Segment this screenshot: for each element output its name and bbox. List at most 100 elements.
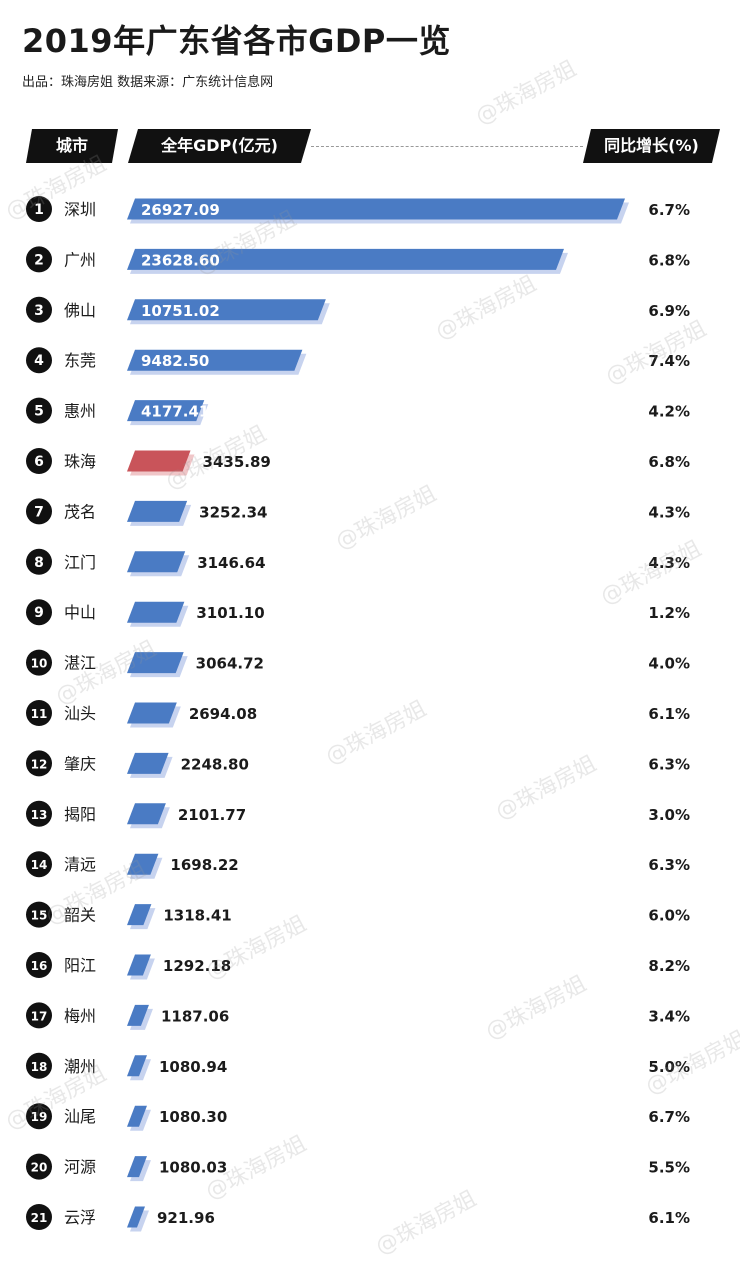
growth-value-label: 6.8% [648, 453, 690, 471]
chart-row: 10 湛江 3064.72 4.0% [26, 649, 690, 678]
gdp-bar [127, 954, 151, 976]
rank-badge [26, 851, 52, 878]
city-label: 汕尾 [64, 1107, 96, 1126]
chart-row: 1 深圳 26927.09 6.7% [26, 196, 690, 224]
growth-value-label: 6.3% [648, 755, 690, 773]
gdp-value-label: 2248.80 [181, 755, 249, 773]
chart-row: 15 韶关 1318.41 6.0% [26, 901, 690, 930]
city-label: 广州 [64, 250, 96, 269]
gdp-value-label: 1698.22 [170, 856, 238, 874]
rank-number: 3 [34, 303, 44, 319]
rank-badge [26, 1153, 52, 1180]
growth-value-label: 6.3% [648, 856, 690, 874]
chart-row: 2 广州 23628.60 6.8% [26, 246, 690, 274]
chart-row: 11 汕头 2694.08 6.1% [26, 700, 690, 728]
chart-row: 3 佛山 10751.02 6.9% [26, 296, 690, 325]
rank-number: 13 [31, 808, 48, 822]
gdp-value-label: 10751.02 [141, 302, 220, 320]
column-header-growth: 同比增长(%) [583, 129, 720, 163]
gdp-bar [127, 853, 159, 875]
gdp-bar [127, 299, 326, 321]
gdp-value-label: 1292.18 [163, 957, 231, 975]
rank-badge [26, 196, 52, 222]
city-label: 清远 [64, 855, 96, 874]
city-label: 珠海 [64, 452, 96, 471]
city-label: 中山 [64, 603, 96, 622]
city-label: 阳江 [64, 956, 96, 975]
rank-badge [26, 347, 52, 374]
rank-badge [26, 750, 52, 777]
growth-value-label: 4.3% [648, 503, 690, 521]
growth-value-label: 4.2% [648, 403, 690, 421]
gdp-bar [127, 1105, 147, 1127]
rank-number: 2 [34, 252, 44, 268]
rank-number: 5 [34, 404, 44, 420]
gdp-value-label: 4177.41 [141, 403, 209, 421]
rank-badge [26, 498, 52, 525]
rank-badge [26, 296, 52, 323]
rank-number: 8 [34, 555, 44, 571]
chart-row: 7 茂名 3252.34 4.3% [26, 498, 690, 526]
chart-title: 2019年广东省各市GDP一览 [22, 22, 451, 60]
header-dashed-divider [311, 146, 583, 147]
chart-row: 9 中山 3101.10 1.2% [26, 599, 690, 627]
growth-value-label: 7.4% [648, 352, 690, 370]
gdp-value-label: 2101.77 [178, 806, 246, 824]
rank-badge [26, 1103, 52, 1130]
rank-badge [26, 448, 52, 474]
gdp-value-label: 1187.06 [161, 1007, 229, 1025]
rank-badge [26, 649, 52, 676]
growth-value-label: 4.0% [648, 655, 690, 673]
city-label: 河源 [64, 1158, 96, 1177]
rank-number: 21 [31, 1211, 48, 1225]
city-label: 东莞 [64, 351, 96, 370]
rank-number: 18 [31, 1060, 48, 1074]
chart-row: 19 汕尾 1080.30 6.7% [26, 1103, 690, 1131]
gdp-bar [127, 198, 625, 220]
chart-row: 18 潮州 1080.94 5.0% [26, 1052, 690, 1081]
gdp-value-label: 26927.09 [141, 201, 220, 219]
gdp-bar [127, 1055, 147, 1077]
gdp-bar [127, 702, 177, 724]
gdp-bar [127, 551, 186, 573]
city-label: 惠州 [64, 402, 96, 421]
growth-value-label: 6.1% [648, 705, 690, 723]
chart-row: 17 梅州 1187.06 3.4% [26, 1002, 690, 1030]
chart-row: 12 肇庆 2248.80 6.3% [26, 750, 690, 778]
gdp-bar [127, 500, 188, 522]
gdp-bar [127, 803, 166, 825]
city-label: 佛山 [64, 301, 96, 320]
city-label: 韶关 [64, 906, 96, 925]
gdp-value-label: 3101.10 [196, 604, 264, 622]
gdp-value-label: 921.96 [157, 1209, 215, 1227]
chart-row: 21 云浮 921.96 6.1% [26, 1204, 690, 1232]
rank-number: 9 [34, 605, 44, 621]
gdp-value-label: 1080.03 [159, 1159, 227, 1177]
growth-value-label: 6.1% [648, 1209, 690, 1227]
gdp-value-label: 3064.72 [196, 655, 264, 673]
growth-value-label: 3.4% [648, 1007, 690, 1025]
city-label: 潮州 [64, 1057, 96, 1076]
city-label: 湛江 [64, 654, 96, 673]
column-header-city: 城市 [26, 129, 118, 163]
gdp-bar [127, 601, 185, 623]
growth-value-label: 8.2% [648, 957, 690, 975]
rank-number: 16 [31, 959, 48, 973]
rank-badge [26, 1002, 52, 1029]
rank-badge [26, 901, 52, 928]
rank-badge [26, 599, 52, 626]
chart-row: 16 阳江 1292.18 8.2% [26, 952, 690, 980]
rank-badge [26, 700, 52, 726]
rank-number: 1 [34, 202, 44, 218]
chart-row: 20 河源 1080.03 5.5% [26, 1153, 690, 1182]
chart-row: 5 惠州 4177.41 4.2% [26, 397, 690, 426]
gdp-value-label: 1318.41 [163, 907, 231, 925]
column-header-gdp: 全年GDP(亿元) [128, 129, 311, 163]
growth-value-label: 4.3% [648, 554, 690, 572]
gdp-value-label: 23628.60 [141, 251, 220, 269]
rank-number: 10 [31, 657, 48, 671]
rank-badge [26, 1204, 52, 1230]
city-label: 深圳 [64, 200, 96, 219]
growth-value-label: 6.0% [648, 907, 690, 925]
rank-number: 11 [31, 707, 48, 721]
